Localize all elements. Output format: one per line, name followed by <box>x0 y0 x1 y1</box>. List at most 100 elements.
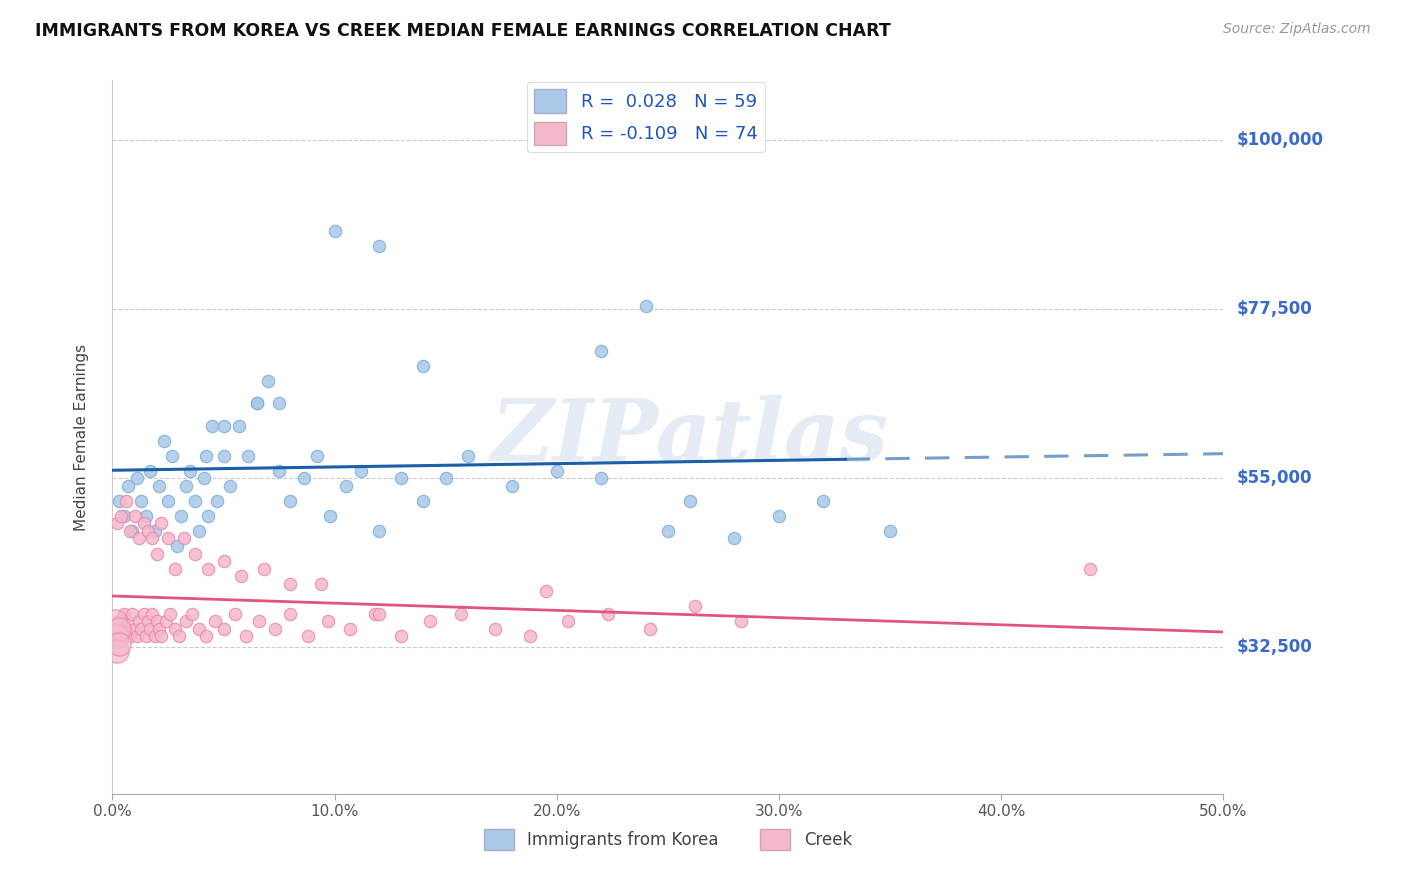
Point <box>484 622 506 636</box>
Point <box>105 516 128 531</box>
Point <box>723 532 745 546</box>
Point <box>197 508 219 523</box>
Point <box>108 614 131 628</box>
Point <box>638 622 661 636</box>
Point <box>174 479 197 493</box>
Point <box>125 471 148 485</box>
Point <box>139 622 162 636</box>
Point <box>108 637 131 651</box>
Y-axis label: Median Female Earnings: Median Female Earnings <box>75 343 89 531</box>
Point <box>534 584 557 599</box>
Text: IMMIGRANTS FROM KOREA VS CREEK MEDIAN FEMALE EARNINGS CORRELATION CHART: IMMIGRANTS FROM KOREA VS CREEK MEDIAN FE… <box>35 22 891 40</box>
Text: $100,000: $100,000 <box>1237 131 1324 149</box>
Point <box>131 494 153 508</box>
Point <box>136 524 159 538</box>
Point <box>112 508 135 523</box>
Point <box>412 494 434 508</box>
Text: Source: ZipAtlas.com: Source: ZipAtlas.com <box>1223 22 1371 37</box>
Point <box>1078 561 1101 575</box>
Point <box>368 607 391 621</box>
Point <box>197 561 219 575</box>
Point <box>146 614 169 628</box>
Text: $77,500: $77,500 <box>1237 301 1313 318</box>
Point <box>120 524 142 538</box>
Point <box>194 629 217 643</box>
Point <box>163 622 186 636</box>
Point <box>212 622 235 636</box>
Point <box>634 299 657 313</box>
Point <box>188 524 211 538</box>
Point <box>141 532 163 546</box>
Point <box>679 494 702 508</box>
Point <box>143 629 166 643</box>
Point <box>110 629 132 643</box>
Point <box>278 607 301 621</box>
Point <box>157 532 180 546</box>
Point <box>292 471 315 485</box>
Point <box>339 622 361 636</box>
Point <box>112 607 135 621</box>
Point <box>114 622 136 636</box>
Point <box>546 464 568 478</box>
Legend: Immigrants from Korea, Creek: Immigrants from Korea, Creek <box>477 822 859 857</box>
Point <box>159 607 181 621</box>
Point <box>596 607 619 621</box>
Point <box>323 223 346 237</box>
Point <box>457 449 479 463</box>
Point <box>879 524 901 538</box>
Point <box>117 614 139 628</box>
Point <box>501 479 523 493</box>
Point <box>124 508 146 523</box>
Point <box>278 494 301 508</box>
Point <box>194 449 217 463</box>
Point <box>128 532 150 546</box>
Point <box>108 622 131 636</box>
Point <box>162 449 184 463</box>
Point <box>335 479 357 493</box>
Point <box>105 644 128 658</box>
Point <box>157 494 180 508</box>
Point <box>557 614 579 628</box>
Point <box>201 418 224 433</box>
Point <box>389 629 412 643</box>
Point <box>105 629 128 643</box>
Point <box>110 508 132 523</box>
Point <box>236 449 259 463</box>
Point <box>121 524 143 538</box>
Point <box>114 494 136 508</box>
Point <box>121 607 143 621</box>
Point <box>155 614 177 628</box>
Point <box>181 607 204 621</box>
Point <box>247 614 270 628</box>
Point <box>246 396 269 410</box>
Point <box>219 479 242 493</box>
Point <box>368 238 391 252</box>
Point <box>278 576 301 591</box>
Point <box>212 554 235 568</box>
Point <box>148 479 170 493</box>
Text: $55,000: $55,000 <box>1237 469 1313 487</box>
Point <box>128 614 150 628</box>
Point <box>212 449 235 463</box>
Point <box>150 516 173 531</box>
Point <box>224 607 246 621</box>
Point <box>150 629 173 643</box>
Point <box>434 471 457 485</box>
Point <box>657 524 679 538</box>
Point <box>141 607 163 621</box>
Point <box>768 508 790 523</box>
Point <box>179 464 201 478</box>
Point <box>108 494 131 508</box>
Point <box>148 622 170 636</box>
Point <box>228 418 250 433</box>
Point <box>143 524 166 538</box>
Point <box>124 622 146 636</box>
Point <box>136 614 159 628</box>
Point <box>450 607 472 621</box>
Point <box>267 464 291 478</box>
Point <box>591 471 613 485</box>
Point <box>267 396 291 410</box>
Point <box>363 607 385 621</box>
Point <box>120 629 142 643</box>
Point <box>183 547 205 561</box>
